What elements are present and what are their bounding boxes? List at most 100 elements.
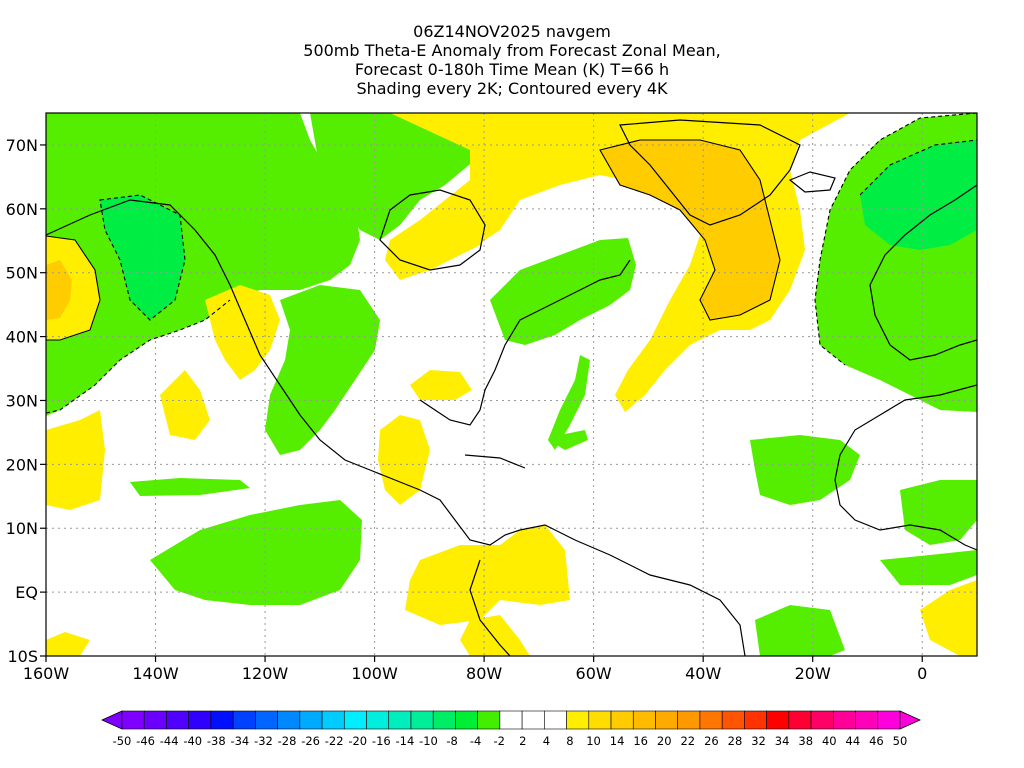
colorbar-label: 4 — [543, 734, 550, 748]
shade-green-atlantic1 — [548, 355, 590, 450]
colorbar-label: 46 — [869, 734, 884, 748]
colorbar-swatch — [766, 710, 790, 730]
colorbar-label: -34 — [230, 734, 249, 748]
anomaly-contours — [46, 113, 977, 414]
colorbar-label: -20 — [348, 734, 367, 748]
colorbar-swatch — [299, 710, 323, 730]
colorbar-labels: -50 -46 -44 -40 -38 -34 -32 -28 -26 -22 -20 -16 -14-… — [113, 734, 908, 748]
colorbar-label: -2 — [493, 734, 504, 748]
colorbar-swatch — [388, 710, 412, 730]
y-tick-label: EQ — [15, 583, 38, 602]
shade-green-westus — [265, 285, 380, 455]
colorbar-swatch — [188, 710, 212, 730]
colorbar-label: -26 — [301, 734, 320, 748]
contour-nepac — [46, 235, 101, 341]
coast-cuba — [464, 454, 526, 469]
colorbar-swatch — [166, 710, 189, 730]
shade-green-tpac2 — [150, 500, 362, 605]
colorbar-label: 16 — [633, 734, 648, 748]
colorbar-swatch — [788, 710, 812, 730]
y-tick-label: 10N — [6, 519, 38, 538]
colorbar-label: -38 — [207, 734, 226, 748]
shade-yellow-gulf — [378, 415, 430, 505]
colorbar-swatch — [721, 710, 745, 730]
colorbar-swatch — [210, 710, 234, 730]
contour-europe-inner — [859, 139, 977, 196]
shade-teal-europe — [860, 140, 977, 250]
coast-iceland — [788, 171, 836, 193]
colorbar-swatch — [143, 710, 167, 730]
contour-alaska-inner — [99, 194, 186, 321]
shade-green-alaska — [46, 113, 360, 416]
colorbar-label: 14 — [610, 734, 625, 748]
colorbar-label: -8 — [446, 734, 457, 748]
y-tick-label: 30N — [6, 391, 38, 410]
shade-yellow-pac3 — [46, 410, 105, 510]
colorbar-swatch — [499, 710, 523, 730]
colorbar-swatch — [477, 710, 501, 730]
colorbar-swatch — [610, 710, 634, 730]
colorbar-label: 8 — [566, 734, 573, 748]
colorbar-label: -16 — [372, 734, 391, 748]
colorbar-swatch — [855, 710, 879, 730]
colorbar-swatch — [432, 710, 456, 730]
colorbar-swatch — [677, 710, 701, 730]
shade-yellow-sw — [46, 632, 90, 656]
x-tick-label: 160W — [23, 664, 70, 683]
colorbar-label: 50 — [893, 734, 908, 748]
coastlines — [46, 119, 977, 656]
coast-africa — [834, 384, 977, 551]
title-line-1: 06Z14NOV2025 navgem — [413, 22, 611, 41]
map-plot-area — [46, 113, 977, 656]
colorbar — [101, 710, 921, 730]
shade-green-ncanada — [310, 113, 475, 240]
colorbar-swatch — [121, 710, 145, 730]
x-tick-label: 0 — [917, 664, 927, 683]
colorbar-swatch — [366, 710, 390, 730]
shade-orange-nepac — [46, 260, 72, 320]
colorbar-swatch — [410, 710, 434, 730]
y-tick-label: 70N — [6, 136, 38, 155]
shade-yellow-pac2 — [160, 370, 210, 440]
contour-europe — [814, 113, 977, 366]
colorbar-label: -4 — [470, 734, 481, 748]
colorbar-label: -32 — [254, 734, 273, 748]
colorbar-label: 20 — [657, 734, 672, 748]
colorbar-swatch — [632, 710, 656, 730]
shade-yellow-samerica — [405, 525, 570, 625]
y-tick-label: 20N — [6, 455, 38, 474]
y-tick-label: 60N — [6, 200, 38, 219]
colorbar-swatch — [566, 710, 590, 730]
colorbar-label: -44 — [160, 734, 179, 748]
colorbar-swatch — [521, 710, 545, 730]
colorbar-label: -10 — [419, 734, 438, 748]
colorbar-label: 32 — [751, 734, 766, 748]
x-tick-label: 80W — [466, 664, 502, 683]
colorbar-swatch — [455, 710, 478, 730]
colorbar-arrow-right — [899, 710, 921, 730]
coast-north-america — [46, 199, 631, 546]
colorbar-swatch — [588, 710, 612, 730]
colorbar-label: -28 — [278, 734, 297, 748]
colorbar-swatch — [232, 710, 256, 730]
colorbar-arrow-left — [101, 710, 123, 730]
x-tick-label: 140W — [132, 664, 179, 683]
y-tick-label: 10S — [7, 647, 38, 666]
x-tick-label: 20W — [795, 664, 831, 683]
colorbar-label: 22 — [680, 734, 695, 748]
anomaly-shading — [46, 113, 977, 656]
colorbar-swatch — [277, 710, 301, 730]
x-tick-label: 60W — [576, 664, 612, 683]
axis-ticks — [40, 144, 923, 662]
colorbar-label: 34 — [775, 734, 790, 748]
title-line-3: Forecast 0-180h Time Mean (K) T=66 h — [354, 60, 670, 79]
shade-yellow-seus — [410, 370, 472, 400]
shade-green-africa2 — [900, 480, 977, 545]
coast-europe — [869, 184, 977, 361]
colorbar-swatch — [544, 710, 567, 730]
contour-greenland — [599, 139, 781, 321]
colorbar-swatch — [833, 710, 856, 730]
x-tick-label: 100W — [351, 664, 398, 683]
shade-green-wafrica — [750, 435, 860, 505]
